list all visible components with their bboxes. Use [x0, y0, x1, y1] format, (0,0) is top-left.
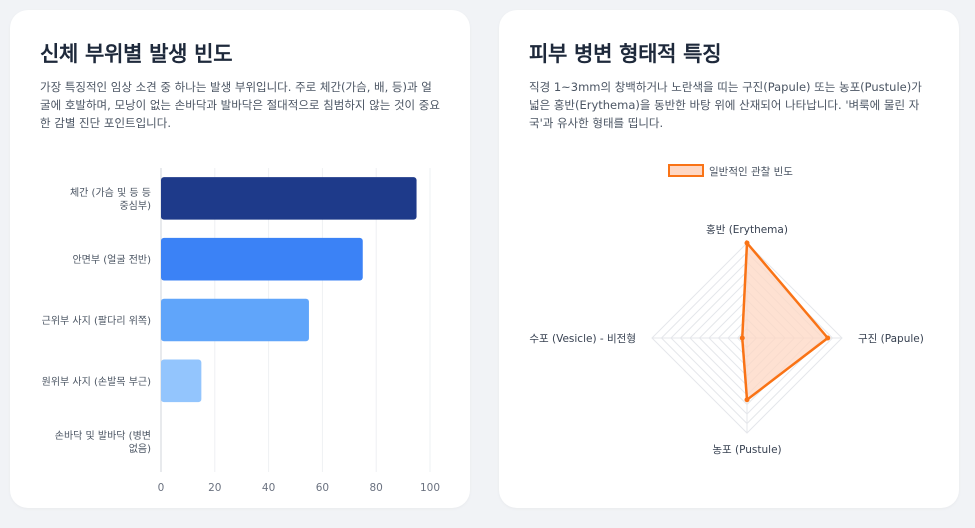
x-tick-label: 20 [208, 482, 221, 494]
category-label: 손바닥 및 발바닥 (병변 [55, 430, 151, 442]
bar [161, 177, 417, 220]
legend-swatch [668, 164, 704, 177]
x-tick-label: 100 [420, 482, 440, 494]
lesion-morphology-description: 직경 1~3mm의 창백하거나 노란색을 띠는 구진(Papule) 또는 농포… [529, 80, 922, 130]
radar-axis-label: 농포 (Pustule) [712, 444, 781, 456]
bar [161, 237, 363, 281]
category-label: 없음) [129, 442, 151, 455]
radar-axis-label: 구진 (Papule) [858, 333, 924, 345]
category-label: 중심부) [119, 200, 151, 212]
radar-axis-label: 홍반 (Erythema) [706, 223, 788, 236]
x-tick-label: 0 [158, 482, 165, 494]
radar-point [744, 240, 750, 246]
x-tick-label: 80 [370, 482, 383, 494]
category-label: 안면부 (얼굴 전반) [72, 254, 151, 266]
radar-point [739, 335, 745, 341]
radar-point [825, 335, 831, 341]
body-site-title: 신체 부위별 발생 빈도 [40, 42, 233, 66]
bar [161, 359, 202, 403]
radar-point [744, 397, 750, 403]
category-label: 근위부 사지 (팔다리 위쪽) [42, 314, 151, 327]
body-site-card: 신체 부위별 발생 빈도 가장 특징적인 임상 소견 중 하나는 발생 부위입니… [10, 10, 470, 508]
lesion-morphology-title: 피부 병변 형태적 특징 [529, 42, 722, 66]
category-label: 체간 (가슴 및 등 등 [70, 187, 151, 199]
legend-label: 일반적인 관찰 빈도 [709, 165, 793, 178]
category-label: 원위부 사지 (손발목 부근) [42, 375, 151, 388]
lesion-morphology-card: 피부 병변 형태적 특징 직경 1~3mm의 창백하거나 노란색을 띠는 구진(… [499, 10, 959, 508]
x-tick-label: 60 [316, 482, 329, 494]
bar [161, 298, 309, 342]
x-tick-label: 40 [262, 482, 275, 494]
body-site-description: 가장 특징적인 임상 소견 중 하나는 발생 부위입니다. 주로 체간(가슴, … [40, 80, 440, 130]
radar-axis-label: 수포 (Vesicle) - 비전형 [529, 333, 636, 345]
